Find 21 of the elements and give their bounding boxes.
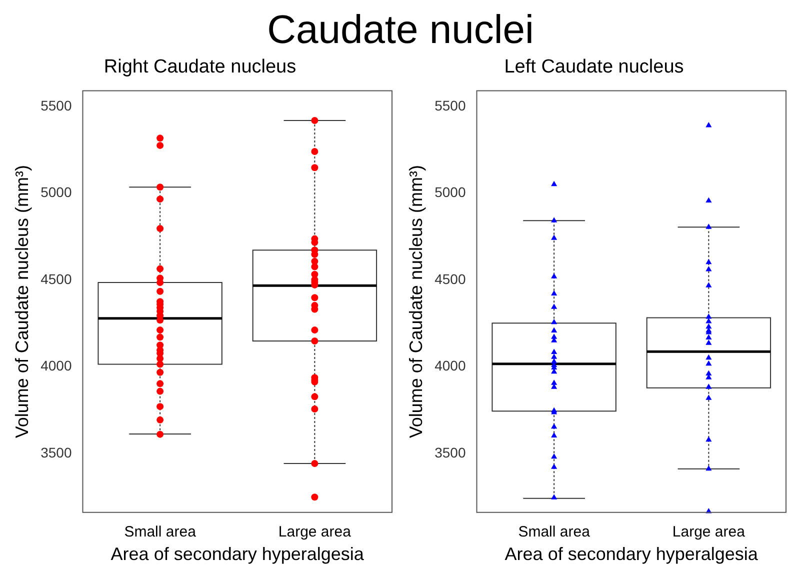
y-tick-label: 5000 [434,184,466,200]
y-axis-title: Volume of Caudate nucleus (mm³) [12,165,32,438]
x-axis-title: Area of secondary hyperalgesia [110,544,365,564]
chart-title: Left Caudate nucleus [504,56,684,78]
y-tick-label: 4000 [40,358,72,374]
y-tick-label: 4500 [40,270,72,287]
y-tick-label: 5500 [40,97,72,114]
x-tick-label: Small area [518,524,591,541]
y-tick-label: 5000 [40,184,72,200]
chart-title: Right Caudate nucleus [104,56,296,78]
x-tick-label: Large area [278,524,352,541]
x-tick-label: Small area [124,524,197,541]
y-tick-label: 3500 [434,444,466,460]
y-tick-label: 4500 [434,270,466,287]
text: Caudate nuclei [266,8,535,52]
y-tick-label: 5500 [434,97,466,114]
y-tick-label: 3500 [40,444,72,460]
y-axis-title: Volume of Caudate nucleus (mm³) [406,165,426,438]
x-axis-title: Area of secondary hyperalgesia [504,544,759,564]
y-tick-label: 4000 [434,358,466,374]
x-tick-label: Large area [672,524,746,541]
